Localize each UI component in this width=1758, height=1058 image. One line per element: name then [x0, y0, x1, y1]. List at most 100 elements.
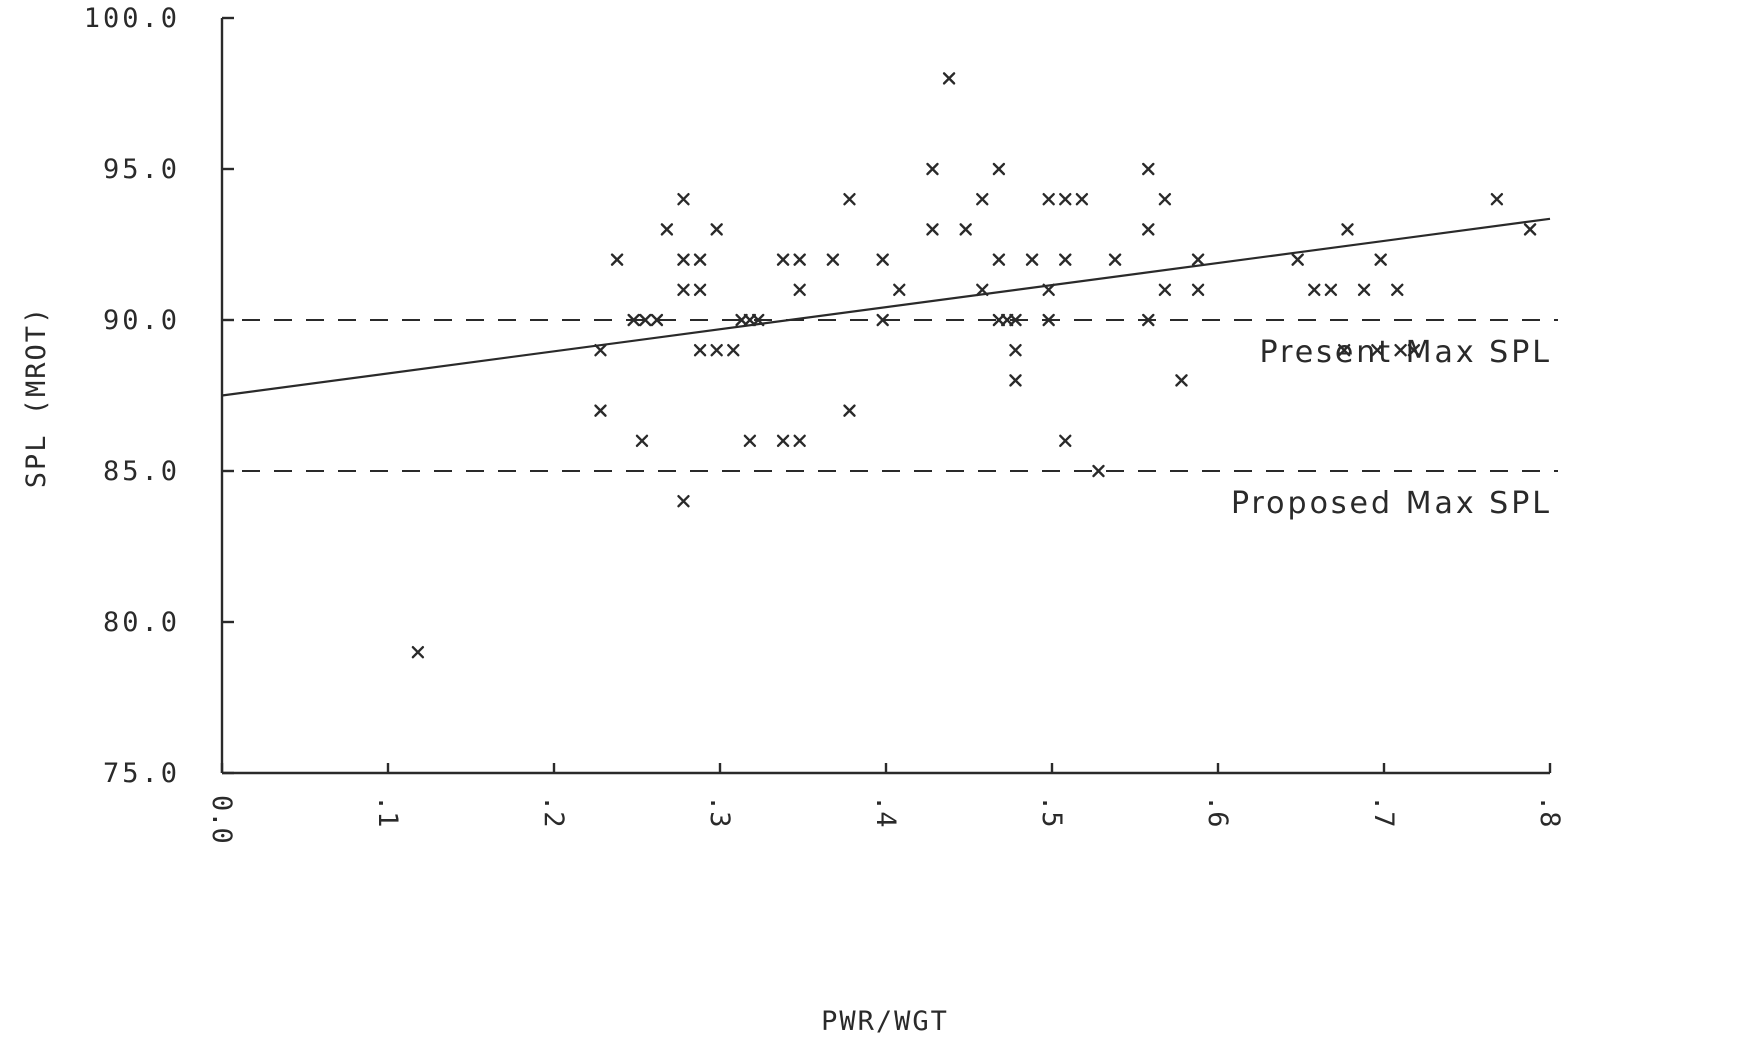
data-point — [1191, 253, 1205, 266]
data-point — [843, 192, 856, 206]
data-point — [1341, 223, 1354, 236]
data-point — [710, 344, 723, 357]
axes — [220, 18, 1550, 775]
regression-line — [221, 217, 1551, 397]
data-point — [677, 253, 690, 266]
data-point — [893, 283, 906, 296]
data-point — [693, 253, 707, 266]
y-tick-label: 75.0 — [103, 758, 180, 789]
x-tick-label: .4 — [870, 795, 901, 828]
data-point — [677, 283, 690, 296]
data-point — [1374, 253, 1387, 266]
reference-line-label: Proposed Max SPL — [1231, 486, 1552, 521]
data-point — [639, 313, 652, 327]
data-point — [1059, 253, 1072, 266]
data-point — [660, 223, 674, 236]
data-point — [1009, 344, 1022, 357]
x-tick-label: 0.0 — [206, 795, 237, 844]
x-tick-label: .2 — [538, 795, 569, 828]
data-point — [1142, 313, 1155, 327]
x-axis-title: PWR/WGT — [821, 1006, 949, 1037]
data-point — [776, 434, 790, 447]
data-point — [677, 495, 690, 508]
data-point — [710, 223, 723, 236]
data-point — [1158, 283, 1172, 296]
data-point — [826, 253, 840, 266]
data-point — [1108, 253, 1122, 266]
data-point — [1009, 374, 1022, 387]
data-point — [1175, 374, 1188, 387]
data-point — [1394, 344, 1407, 357]
data-point — [776, 253, 790, 266]
data-point — [610, 253, 624, 266]
data-point — [793, 434, 806, 447]
y-tick-label: 85.0 — [103, 456, 180, 487]
data-point — [876, 253, 889, 266]
data-point — [1357, 283, 1371, 296]
data-point — [1337, 344, 1351, 357]
data-point — [1075, 192, 1089, 206]
data-point — [1142, 223, 1155, 236]
data-point — [1025, 253, 1039, 266]
data-point — [693, 344, 707, 357]
y-tick-label: 90.0 — [103, 305, 180, 336]
data-point — [1158, 192, 1172, 206]
data-point — [1407, 344, 1421, 357]
x-ticks: 0.0 .1 .2 .3 .4 .5 .6 .7 .8 — [206, 763, 1565, 844]
data-point — [751, 313, 765, 327]
x-tick-label: .3 — [704, 795, 735, 828]
data-point — [843, 404, 856, 417]
y-tick-label: 100.0 — [84, 3, 180, 34]
x-tick-label: .7 — [1368, 795, 1399, 828]
y-axis-title: SPL (MROT) — [21, 306, 52, 489]
y-tick-label: 80.0 — [103, 607, 180, 638]
data-point — [1291, 253, 1304, 266]
data-point — [992, 253, 1006, 266]
data-point — [1092, 464, 1105, 478]
data-point — [650, 313, 664, 327]
data-point — [1142, 162, 1155, 176]
data-point — [1371, 344, 1384, 357]
reference-lines: Present Max SPL Proposed Max SPL — [242, 319, 1558, 521]
data-point — [926, 162, 939, 176]
data-point — [627, 313, 640, 327]
data-points — [411, 72, 1537, 659]
data-point — [1308, 283, 1321, 296]
data-point — [1059, 192, 1072, 206]
data-point — [743, 434, 757, 447]
data-point — [926, 223, 939, 236]
data-point — [793, 283, 806, 296]
data-point — [594, 404, 607, 417]
data-point — [635, 434, 649, 447]
data-point — [976, 192, 989, 206]
x-tick-label: .6 — [1202, 795, 1233, 828]
data-point — [1042, 283, 1055, 296]
data-point — [727, 344, 740, 357]
data-point — [1059, 434, 1072, 447]
data-point — [1391, 283, 1404, 296]
x-tick-label: .5 — [1036, 795, 1067, 828]
data-point — [793, 253, 806, 266]
x-tick-label: .8 — [1534, 795, 1565, 828]
data-point — [594, 344, 607, 357]
data-point — [677, 192, 690, 206]
data-point — [942, 72, 956, 85]
data-point — [693, 283, 707, 296]
data-point — [1191, 283, 1205, 296]
y-tick-label: 95.0 — [103, 154, 180, 185]
reference-line-label: Present Max SPL — [1260, 335, 1553, 370]
data-point — [959, 223, 972, 236]
data-point — [992, 162, 1006, 176]
data-point — [876, 313, 889, 327]
y-ticks: 75.0 80.0 85.0 90.0 95.0 100.0 — [84, 3, 234, 789]
data-point — [976, 283, 989, 296]
data-point — [1324, 283, 1338, 296]
data-point — [1523, 223, 1537, 236]
data-point — [411, 646, 425, 659]
x-tick-label: .1 — [372, 795, 403, 828]
data-point — [1042, 192, 1055, 206]
data-point — [1009, 313, 1022, 327]
data-point — [1042, 313, 1055, 327]
